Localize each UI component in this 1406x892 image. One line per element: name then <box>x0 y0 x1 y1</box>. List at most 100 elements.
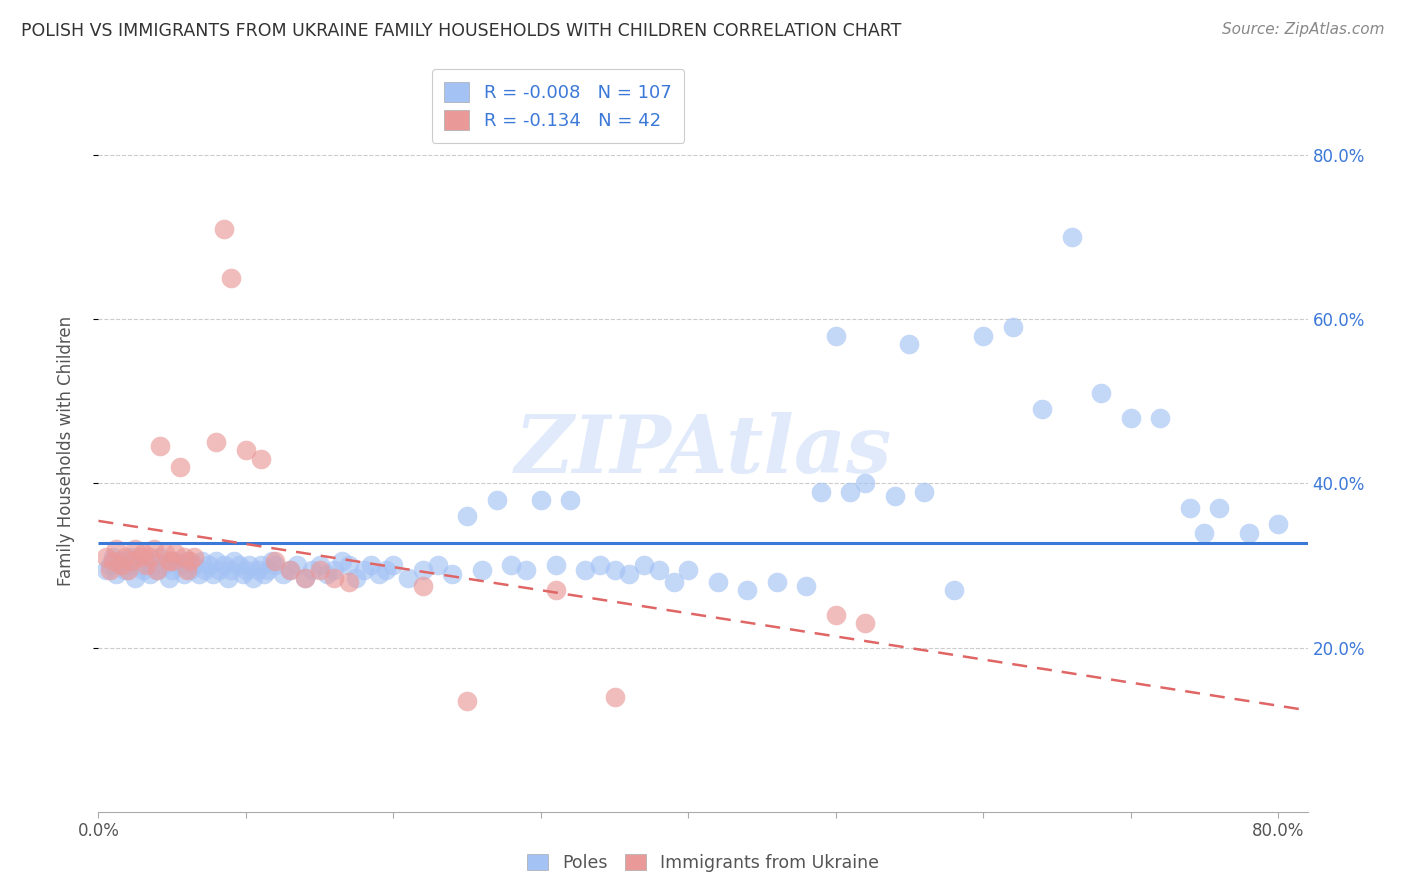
Point <box>143 541 166 556</box>
Point <box>98 558 121 573</box>
Point <box>633 558 655 573</box>
Point <box>824 328 846 343</box>
Point <box>648 562 671 576</box>
Point <box>471 562 494 576</box>
Point <box>249 451 271 466</box>
Legend: R = -0.008   N = 107, R = -0.134   N = 42: R = -0.008 N = 107, R = -0.134 N = 42 <box>432 70 685 143</box>
Point <box>149 550 172 565</box>
Point <box>853 476 876 491</box>
Point <box>187 566 209 581</box>
Point <box>101 550 124 565</box>
Point <box>153 558 176 573</box>
Point <box>942 582 965 597</box>
Point <box>264 554 287 568</box>
Point <box>603 562 626 576</box>
Point <box>1001 320 1024 334</box>
Point <box>135 558 157 573</box>
Point <box>124 571 146 585</box>
Point <box>198 558 221 573</box>
Point <box>160 554 183 568</box>
Legend: Poles, Immigrants from Ukraine: Poles, Immigrants from Ukraine <box>520 847 886 879</box>
Point <box>412 579 434 593</box>
Point <box>1060 230 1083 244</box>
Point <box>249 558 271 573</box>
Point <box>217 571 239 585</box>
Point <box>1090 386 1112 401</box>
Point <box>205 554 228 568</box>
Point <box>252 566 274 581</box>
Text: Source: ZipAtlas.com: Source: ZipAtlas.com <box>1222 22 1385 37</box>
Point <box>346 571 368 585</box>
Point <box>110 558 132 573</box>
Point <box>426 558 449 573</box>
Point <box>485 492 508 507</box>
Point <box>603 690 626 704</box>
Point <box>101 554 124 568</box>
Point <box>271 566 294 581</box>
Point <box>898 336 921 351</box>
Point <box>219 562 242 576</box>
Point <box>1031 402 1053 417</box>
Point <box>337 558 360 573</box>
Point <box>149 439 172 453</box>
Point <box>117 562 139 576</box>
Point <box>1149 410 1171 425</box>
Point <box>120 554 142 568</box>
Point <box>912 484 935 499</box>
Point <box>619 566 641 581</box>
Point <box>205 435 228 450</box>
Point <box>501 558 523 573</box>
Point <box>183 558 205 573</box>
Point <box>278 562 301 576</box>
Point <box>375 562 398 576</box>
Point <box>238 558 260 573</box>
Point <box>124 541 146 556</box>
Point <box>114 562 136 576</box>
Point <box>262 554 284 568</box>
Point <box>179 562 201 576</box>
Point <box>1208 500 1230 515</box>
Point <box>169 558 191 573</box>
Point <box>212 221 235 235</box>
Point <box>139 550 162 565</box>
Point <box>589 558 612 573</box>
Point <box>120 550 142 565</box>
Point <box>278 562 301 576</box>
Point <box>143 558 166 573</box>
Point <box>308 562 330 576</box>
Point <box>1178 500 1201 515</box>
Point <box>179 554 201 568</box>
Point <box>824 607 846 622</box>
Point <box>323 571 346 585</box>
Point <box>173 566 195 581</box>
Point <box>1119 410 1142 425</box>
Point <box>114 550 136 565</box>
Point <box>242 571 264 585</box>
Point <box>169 459 191 474</box>
Point <box>301 562 323 576</box>
Point <box>544 582 567 597</box>
Point <box>131 546 153 560</box>
Point <box>574 562 596 576</box>
Point <box>146 562 169 576</box>
Point <box>257 562 280 576</box>
Point <box>235 443 257 458</box>
Point <box>810 484 832 499</box>
Point <box>128 558 150 573</box>
Point <box>972 328 994 343</box>
Point <box>323 562 346 576</box>
Point <box>208 562 231 576</box>
Point <box>765 574 787 589</box>
Text: POLISH VS IMMIGRANTS FROM UKRAINE FAMILY HOUSEHOLDS WITH CHILDREN CORRELATION CH: POLISH VS IMMIGRANTS FROM UKRAINE FAMILY… <box>21 22 901 40</box>
Point <box>294 571 316 585</box>
Point <box>839 484 862 499</box>
Point <box>264 558 287 573</box>
Point <box>165 546 187 560</box>
Point <box>515 562 537 576</box>
Point <box>883 489 905 503</box>
Point <box>1237 525 1260 540</box>
Point <box>98 562 121 576</box>
Point <box>353 562 375 576</box>
Point <box>105 566 128 581</box>
Point <box>222 554 245 568</box>
